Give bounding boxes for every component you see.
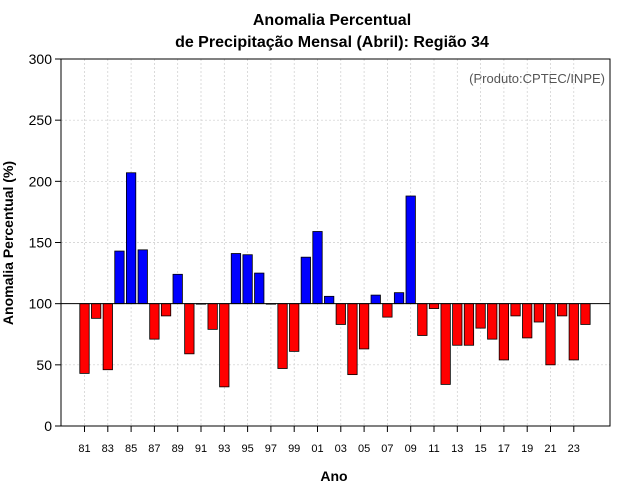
bar-17 [498,303,510,361]
x-tick-label: 23 [568,443,580,455]
bar-04 [347,303,358,376]
plot-frame [60,58,611,427]
bar-95 [242,254,253,305]
x-tick-label: 07 [381,443,393,455]
bar-19 [522,303,533,339]
bar-08 [393,292,405,305]
bar-06 [370,294,381,305]
x-tick-label: 89 [172,443,184,455]
y-tick-label: 0 [44,418,52,434]
x-tick-label: 21 [544,443,556,455]
credit-text: (Produto:CPTEC/INPE) [469,71,605,86]
bar-03 [335,303,346,325]
x-axis-label: Ano [320,468,347,484]
bar-23 [568,303,579,361]
x-tick-label: 91 [195,443,207,455]
bar-84 [114,250,125,305]
x-tick-label: 81 [78,443,90,455]
x-tick-label: 13 [451,443,463,455]
bar-11 [428,303,440,309]
bar-88 [160,303,172,317]
bar-94 [230,253,242,305]
x-tick-label: 05 [358,443,370,455]
bar-82 [91,303,102,319]
bar-93 [219,303,230,388]
x-tick-label: 17 [498,443,510,455]
bar-12 [440,303,451,385]
grid-layer [61,58,610,427]
x-tick-label: 01 [311,443,323,455]
bar-15 [475,303,486,329]
y-tick-label: 50 [36,357,52,373]
bar-00 [300,256,311,305]
bar-18 [510,303,521,317]
bar-16 [487,303,498,340]
x-tick-label: 95 [241,443,253,455]
bar-85 [126,172,137,305]
x-tick-label: 11 [428,443,439,455]
x-tick-label: 15 [474,443,486,455]
bar-92 [207,303,218,330]
bar-layer [61,172,610,388]
x-tick-label: 85 [125,443,137,455]
bar-10 [417,303,428,336]
bar-07 [382,303,393,318]
bar-24 [580,303,591,325]
y-tick-label: 150 [29,235,53,251]
y-tick-label: 300 [29,51,53,67]
bar-96 [254,272,265,305]
bar-01 [312,231,323,305]
y-tick-label: 100 [29,296,53,312]
bar-89 [172,273,183,305]
bar-81 [79,303,90,374]
bar-22 [557,303,568,317]
chart-title-line1: Anomalia Percentual [253,12,411,29]
y-tick-label: 250 [29,112,53,128]
bar-90 [184,303,195,355]
y-axis-label: Anomalia Percentual (%) [0,161,16,325]
bar-98 [277,303,288,369]
y-tick-label: 200 [29,173,53,189]
bar-99 [289,303,300,352]
bar-13 [452,303,463,346]
x-tick-label: 83 [102,443,114,455]
x-tick-label: 97 [265,443,277,455]
bar-83 [102,303,113,371]
bar-21 [545,303,556,366]
x-tick-label: 03 [335,443,347,455]
x-tick-label: 93 [218,443,230,455]
x-tick-label: 19 [521,443,533,455]
bar-87 [149,303,160,340]
bar-02 [324,295,335,305]
x-tick-label: 09 [405,443,417,455]
chart-title-line2: de Precipitação Mensal (Abril): Região 3… [175,34,489,51]
bar-09 [405,195,416,305]
bar-20 [533,303,544,323]
x-tick-label: 99 [288,443,300,455]
bar-05 [358,303,370,350]
x-tick-label: 87 [148,443,160,455]
bar-86 [137,249,148,305]
bar-14 [463,303,475,346]
